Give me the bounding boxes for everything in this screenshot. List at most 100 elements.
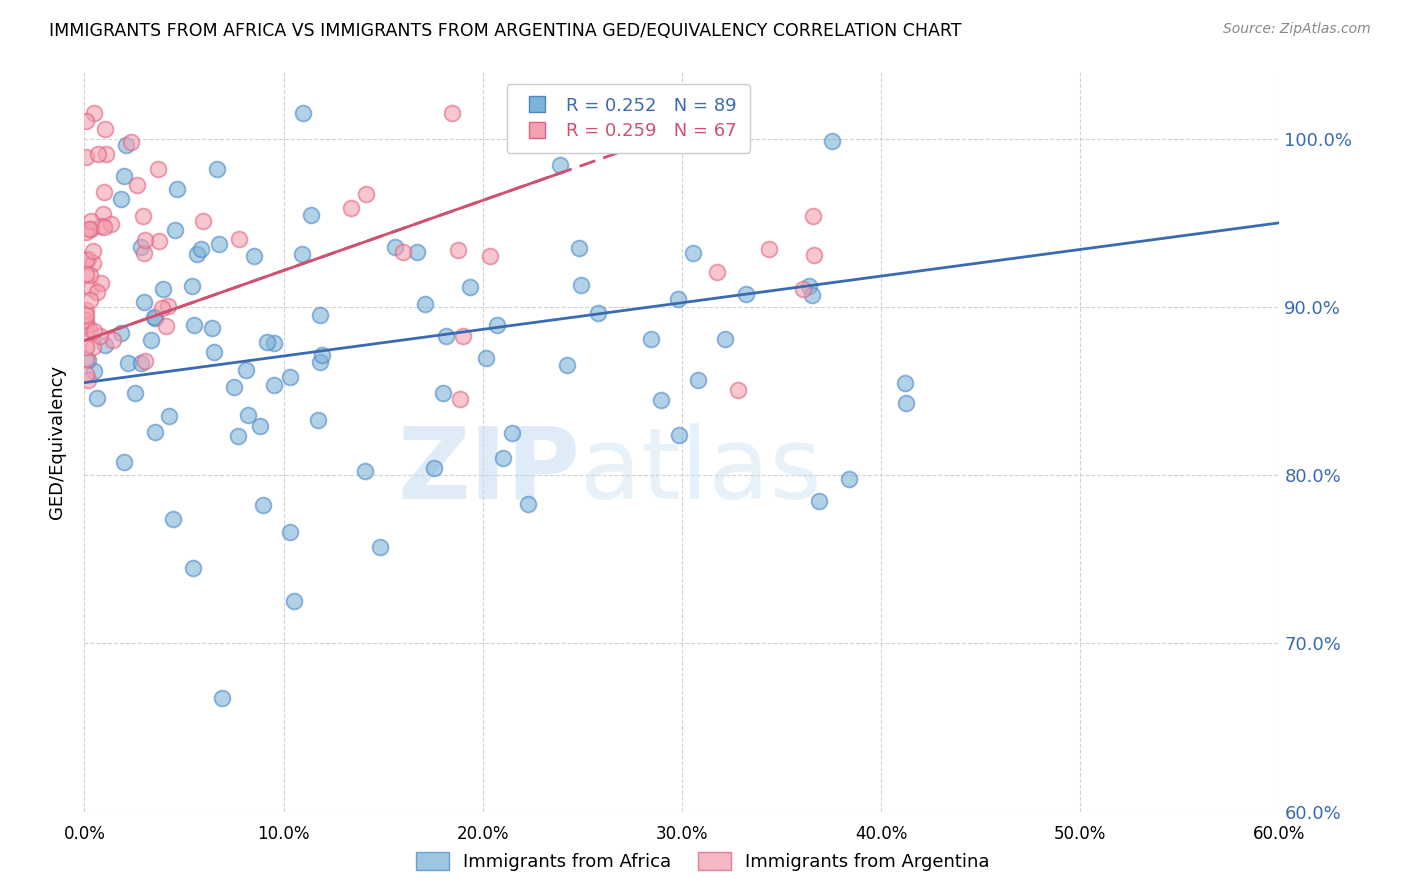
Point [132,209,155,223]
Point [228,232,250,246]
Point [278,370,301,384]
Legend: Immigrants from Africa, Immigrants from Argentina: Immigrants from Africa, Immigrants from … [409,846,997,879]
Point [93,219,115,234]
Point [93,338,115,352]
Point [75,302,97,317]
Point [190,242,212,256]
Point [491,451,513,466]
Point [713,331,735,345]
Point [896,396,918,410]
Point [283,594,305,608]
Point [413,297,436,311]
Point [143,425,166,439]
Point [801,209,824,223]
Point [181,561,204,575]
Point [458,279,481,293]
Point [75,312,97,326]
Point [758,242,780,256]
Point [101,333,124,347]
Point [148,161,170,176]
Point [299,208,322,222]
Legend: R = 0.252   N = 89, R = 0.259   N = 67: R = 0.252 N = 89, R = 0.259 N = 67 [506,84,749,153]
Point [801,288,824,302]
Point [291,246,314,260]
Point [90,276,112,290]
Point [354,187,377,202]
Point [79,221,101,235]
Point [640,332,662,346]
Point [82,256,104,270]
Point [280,525,302,540]
Point [569,278,592,293]
Point [166,182,188,196]
Point [112,169,135,183]
Point [180,279,202,293]
Point [792,282,814,296]
Point [163,223,186,237]
Point [77,373,100,387]
Point [340,201,363,215]
Point [686,373,709,387]
Point [75,114,97,128]
Point [143,311,166,326]
Point [80,281,103,295]
Text: ZIP: ZIP [398,423,581,520]
Point [183,318,205,333]
Point [263,378,285,392]
Point [110,326,132,341]
Point [243,249,266,263]
Point [727,383,749,397]
Point [80,214,103,228]
Point [586,306,609,320]
Point [449,392,471,406]
Point [83,363,105,377]
Point [77,222,100,236]
Point [706,265,728,279]
Point [112,455,135,469]
Point [406,245,429,260]
Point [75,317,97,331]
Point [157,409,180,424]
Point [201,321,224,335]
Point [90,219,112,234]
Point [100,217,122,231]
Point [75,340,97,354]
Point [222,380,245,394]
Point [598,106,620,120]
Point [75,150,97,164]
Point [309,355,332,369]
Point [110,192,132,206]
Point [650,392,672,407]
Point [249,419,271,434]
Point [807,493,830,508]
Point [423,461,446,475]
Point [486,318,509,332]
Point [115,137,138,152]
Point [501,425,523,440]
Point [89,329,111,343]
Point [139,333,162,347]
Point [75,268,97,282]
Point [797,278,820,293]
Point [479,249,502,263]
Point [77,353,100,368]
Point [893,376,915,391]
Point [125,178,148,192]
Point [668,428,690,442]
Point [252,498,274,512]
Point [235,363,257,377]
Point [155,318,177,333]
Point [572,106,595,120]
Point [82,340,104,354]
Point [451,329,474,343]
Text: IMMIGRANTS FROM AFRICA VS IMMIGRANTS FROM ARGENTINA GED/EQUIVALENCY CORRELATION : IMMIGRANTS FROM AFRICA VS IMMIGRANTS FRO… [49,22,962,40]
Point [548,158,571,172]
Point [803,248,825,262]
Point [75,368,97,382]
Point [838,472,860,486]
Point [86,391,108,405]
Point [91,207,114,221]
Point [162,512,184,526]
Point [124,385,146,400]
Point [821,134,844,148]
